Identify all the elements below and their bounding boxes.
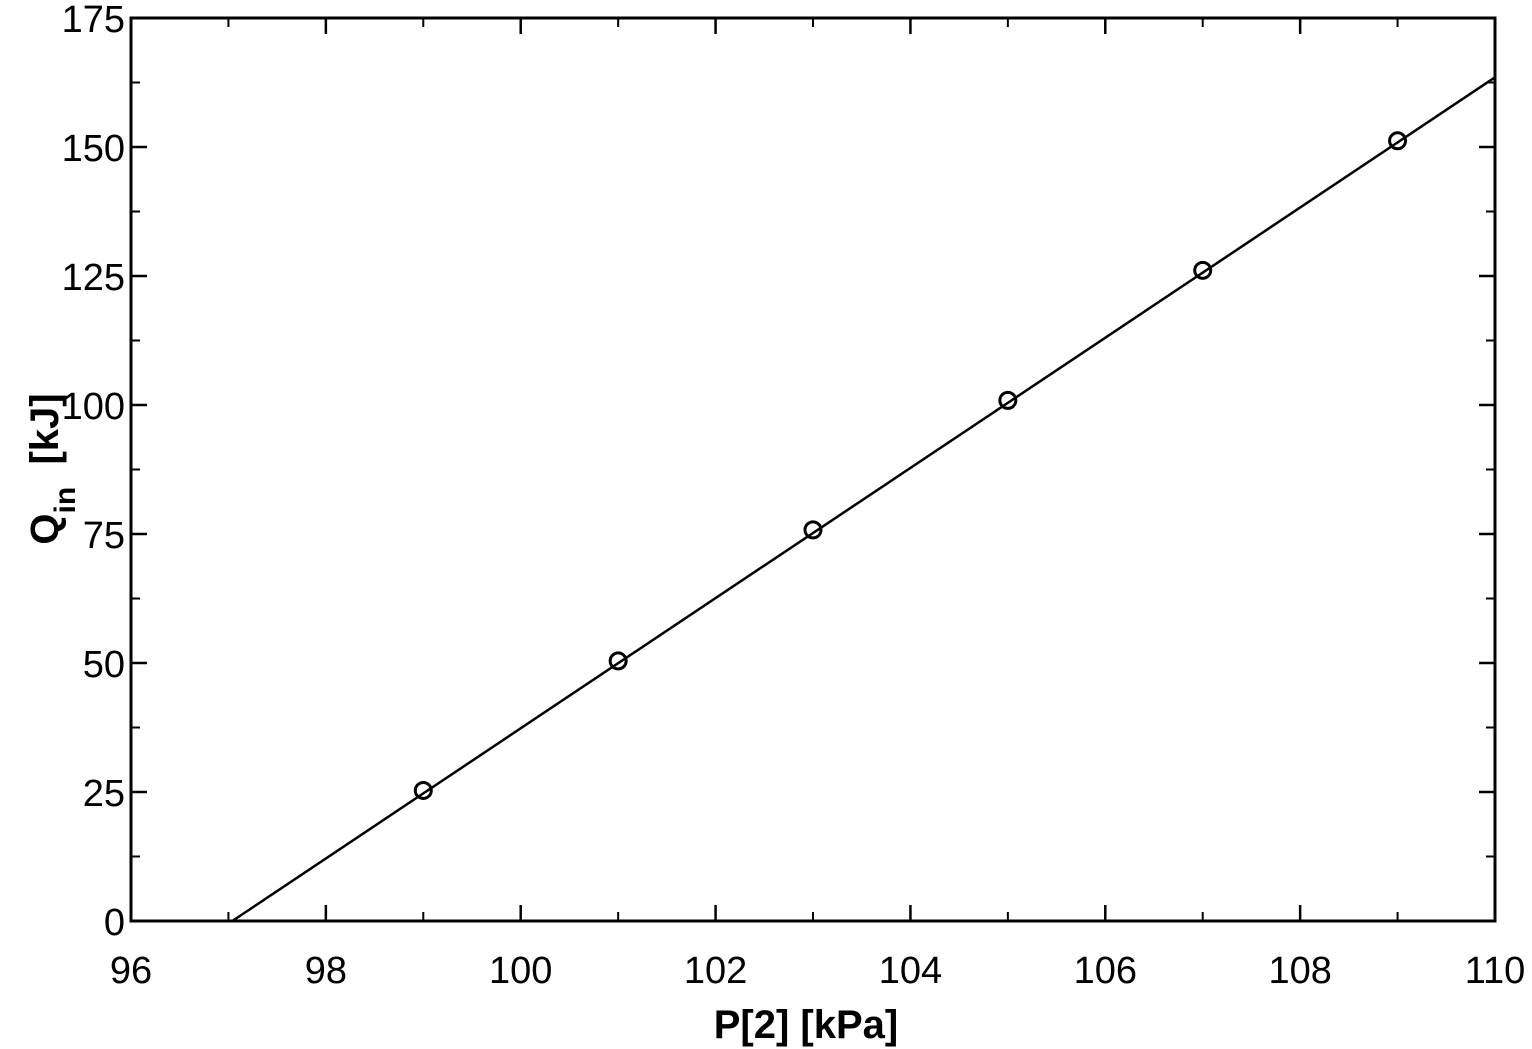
x-tick-label: 100 <box>489 950 552 992</box>
y-axis-title-main: Q <box>23 513 67 544</box>
y-axis-title-unit: [kJ] <box>23 393 67 486</box>
plot-frame <box>129 16 1497 923</box>
y-tick-label: 125 <box>62 257 125 299</box>
x-tick-label: 110 <box>1465 950 1526 992</box>
y-tick-label: 25 <box>83 773 125 815</box>
fit-line <box>231 76 1496 923</box>
data-point <box>413 780 433 800</box>
y-axis-title: Qin [kJ] <box>23 393 82 544</box>
x-tick-label: 98 <box>305 950 347 992</box>
data-point <box>803 520 823 540</box>
y-tick-label: 0 <box>104 902 125 944</box>
x-tick-label: 102 <box>684 950 747 992</box>
data-point <box>1193 260 1213 280</box>
y-tick-label: 100 <box>62 386 125 428</box>
y-tick-label: 150 <box>62 128 125 170</box>
x-tick-label: 96 <box>110 950 152 992</box>
y-tick-label: 50 <box>83 644 125 686</box>
x-tick-label: 108 <box>1268 950 1331 992</box>
series-layer <box>231 76 1496 923</box>
data-point <box>1388 131 1408 151</box>
major-ticks <box>129 16 1497 923</box>
y-axis-title-subscript: in <box>49 487 82 514</box>
data-point <box>998 390 1018 410</box>
data-point <box>608 651 628 671</box>
x-tick-label: 104 <box>879 950 942 992</box>
tick-labels: 96 98 100 102 104 106 108 110 0 25 50 75 100 125 150 17… <box>62 0 1526 992</box>
minor-ticks <box>131 18 1495 921</box>
x-tick-label: 106 <box>1074 950 1137 992</box>
y-tick-label: 175 <box>62 0 125 41</box>
y-tick-label: 75 <box>83 515 125 557</box>
x-axis-title: P[2] [kPa] <box>714 1003 899 1047</box>
